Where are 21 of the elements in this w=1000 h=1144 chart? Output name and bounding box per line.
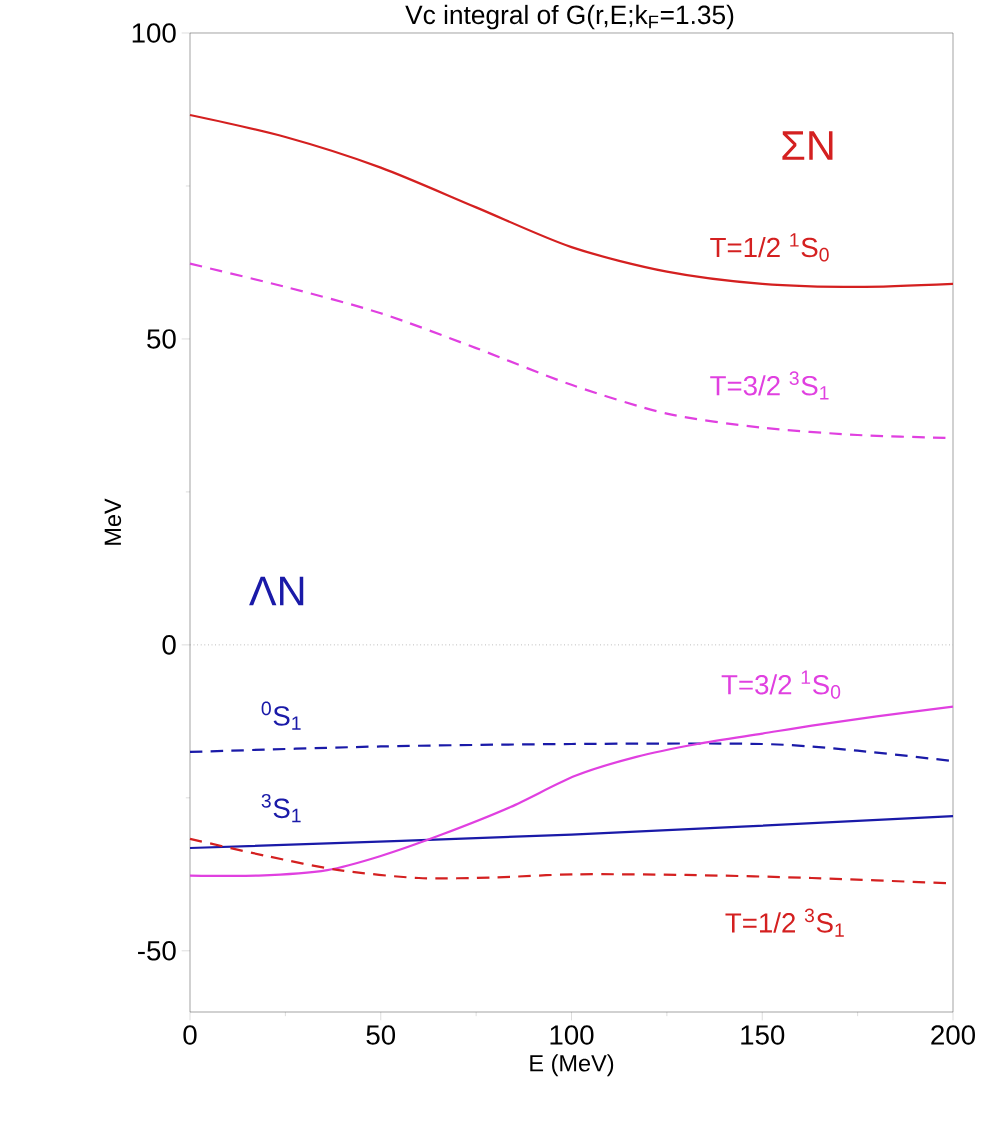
x-tick-label: 200 [931, 1025, 975, 1045]
x-axis-title: E (MeV) [530, 1054, 614, 1077]
series-label: $^{0}$S$_{1}$ [261, 701, 301, 730]
y-tick-label: 50 [147, 329, 176, 349]
x-tick-label: 50 [366, 1025, 396, 1045]
series-label: $^{3}$S$_{1}$ [261, 793, 301, 823]
y-tick-label: -50 [138, 941, 176, 961]
annotation: ΣN [782, 131, 833, 160]
series-label: T=1/2 $^{3}$S$_{1}$ [725, 908, 844, 937]
y-axis-title: MeV [104, 498, 122, 545]
chart-title: Vc integral of G(r,E;k$_{F}$=1.35) [405, 4, 734, 30]
series-label: T=1/2 $^{1}$S$_{0}$ [710, 233, 829, 262]
x-tick-label: 150 [741, 1025, 785, 1045]
y-tick-label: 100 [132, 23, 176, 43]
series-label: T=3/2 $^{3}$S$_{1}$ [710, 371, 829, 400]
x-tick-label: 100 [550, 1025, 594, 1045]
y-tick-label: 0 [162, 635, 176, 655]
series-label: T=3/2 $^{1}$S$_{0}$ [721, 670, 841, 699]
annotation: ΛN [249, 576, 304, 606]
line-series [188, 113, 955, 289]
x-tick-label: 0 [183, 1025, 197, 1045]
